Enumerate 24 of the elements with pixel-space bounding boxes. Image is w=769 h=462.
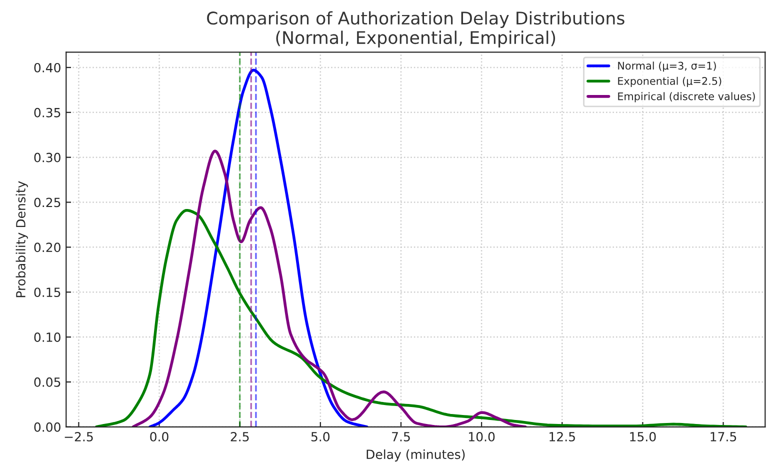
legend-label: Empirical (discrete values) [618,92,755,102]
legend-label: Exponential (μ=2.5) [618,76,722,87]
y-tick-label: 0.40 [34,62,60,72]
x-tick-label: 17.5 [710,432,736,442]
x-tick-label: 15.0 [630,432,656,442]
y-tick-label: 0.00 [34,422,60,432]
x-tick-label: 0.0 [150,432,168,442]
x-tick-label: −2.5 [64,432,93,442]
x-tick-label: 12.5 [550,432,575,442]
y-tick-label: 0.30 [34,152,60,162]
chart-title: Comparison of Authorization Delay Distributions (Normal, Exponential, Empirical) [207,11,624,48]
x-tick-label: 7.5 [392,432,410,442]
y-axis-title: Probability Density [16,181,28,298]
x-tick-label: 5.0 [311,432,330,442]
y-tick-label: 0.25 [34,198,60,208]
y-tick-label: 0.05 [34,377,60,387]
x-axis-title: Delay (minutes) [366,449,465,462]
y-tick-label: 0.10 [34,332,60,342]
y-tick-label: 0.35 [34,108,60,118]
y-tick-label: 0.20 [34,242,60,252]
x-tick-label: 10.0 [469,432,495,442]
x-tick-label: 2.5 [230,432,249,442]
y-tick-label: 0.15 [34,288,60,298]
legend-label: Normal (μ=3, σ=1) [618,62,716,72]
